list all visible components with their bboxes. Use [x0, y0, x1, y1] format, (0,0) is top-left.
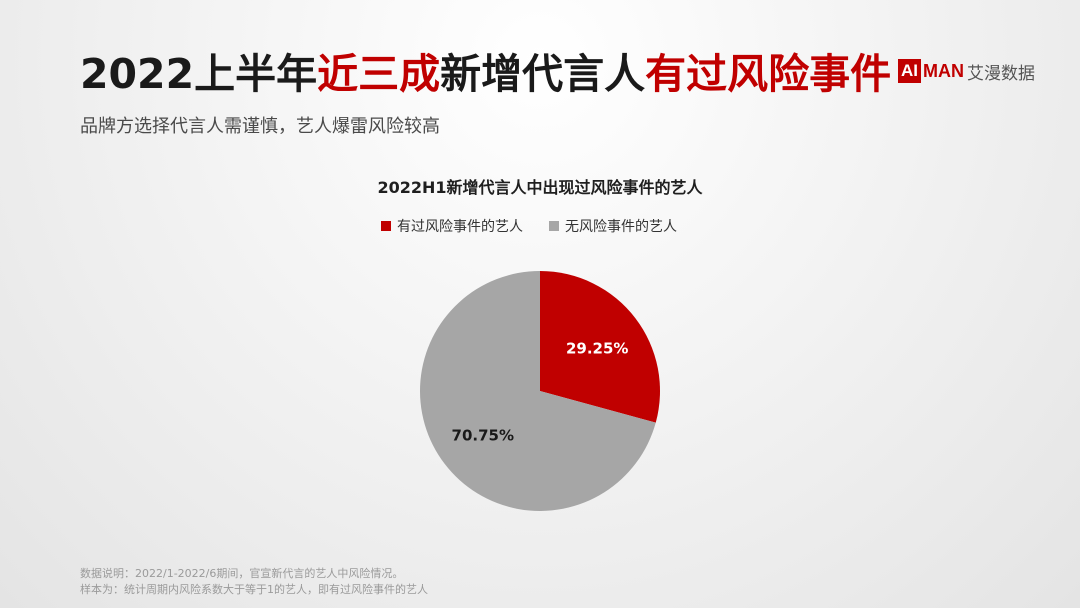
logo-man-text: MAN [923, 60, 964, 81]
pie-slice-norisk [420, 271, 656, 511]
page-subtitle: 品牌方选择代言人需谨慎，艺人爆雷风险较高 [80, 116, 440, 137]
title-part-2: 近三成 [317, 50, 441, 98]
page-title: 2022上半年近三成新增代言人有过风险事件 [80, 40, 891, 100]
brand-logo: AI MAN 艾漫数据 [898, 58, 1035, 84]
title-part-4: 有过风险事件 [645, 50, 892, 98]
note-line-2: 样本为：统计周期内风险系数大于等于1的艺人，即有过风险事件的艺人 [80, 583, 428, 596]
legend-label-norisk: 无风险事件的艺人 [565, 219, 677, 235]
pie-slice-risk [540, 271, 660, 423]
title-part-3: 新增代言人 [440, 50, 646, 98]
logo-cn-text: 艾漫数据 [967, 63, 1035, 84]
data-notes: 数据说明：2022/1-2022/6期间，官宣新代言的艺人中风险情况。 样本为：… [80, 566, 428, 598]
title-part-1: 2022上半年 [80, 50, 318, 98]
chart-title: 2022H1新增代言人中出现过风险事件的艺人 [377, 178, 703, 197]
note-line-1: 数据说明：2022/1-2022/6期间，官宣新代言的艺人中风险情况。 [80, 567, 404, 580]
chart-legend: 有过风险事件的艺人 无风险事件的艺人 [381, 216, 703, 236]
data-label-risk: 29.25% [566, 339, 628, 357]
legend-swatch-norisk [549, 221, 559, 231]
data-label-norisk: 70.75% [452, 427, 514, 445]
legend-item-norisk: 无风险事件的艺人 [549, 216, 677, 236]
legend-swatch-risk [381, 221, 391, 231]
legend-label-risk: 有过风险事件的艺人 [397, 219, 523, 235]
legend-item-risk: 有过风险事件的艺人 [381, 216, 523, 236]
logo-ai-mark: AI [898, 59, 921, 83]
